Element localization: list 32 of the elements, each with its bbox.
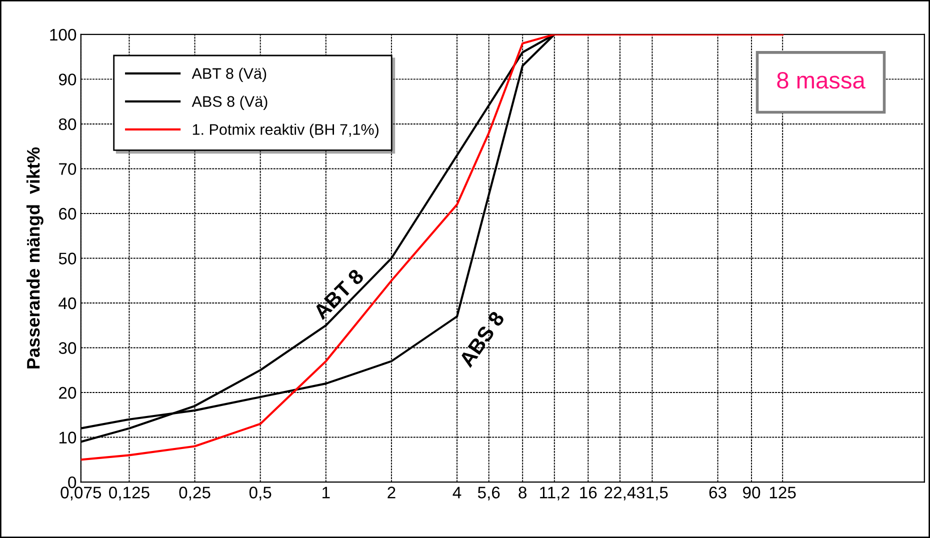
y-axis-title: Passerande mängd vikt% (26, 147, 44, 368)
legend-label: ABT 8 (Vä) (192, 68, 266, 82)
x-tick-label: 1 (322, 486, 330, 498)
x-tick-label: 125 (770, 486, 796, 498)
x-tick-label: 2 (388, 486, 396, 498)
y-tick-label: 80 (58, 118, 76, 130)
y-tick-label: 0 (68, 476, 76, 488)
y-tick-label: 70 (59, 163, 76, 175)
x-tick-label: 90 (743, 486, 760, 498)
x-tick-label: 16 (580, 486, 597, 498)
legend-label: ABS 8 (Vä) (192, 96, 268, 110)
y-tick-label: 30 (58, 342, 76, 354)
y-tick-label: 40 (58, 297, 76, 310)
y-tick-label: 10 (59, 432, 76, 444)
x-tick-label: 11,2 (540, 486, 570, 500)
legend-label: 1. Potmix reaktiv (BH 7,1%) (192, 124, 378, 138)
x-tick-label: 0,075 (60, 486, 102, 500)
x-tick-label: 31,5 (636, 486, 668, 500)
y-tick-label: 60 (59, 208, 76, 220)
x-tick-label: 4 (452, 486, 462, 498)
annotation: 8 massa (777, 72, 866, 89)
y-tick-label: 100 (50, 28, 76, 41)
y-tick-label: 20 (59, 386, 76, 399)
x-tick-label: 63 (709, 486, 726, 498)
x-tick-label: 0,25 (179, 486, 210, 500)
x-tick-label: 5,6 (478, 486, 500, 500)
x-tick-label: 0,5 (249, 486, 272, 500)
y-tick-label: 90 (58, 74, 76, 86)
y-tick-label: 50 (58, 252, 76, 264)
x-tick-label: 22,4 (604, 486, 636, 500)
x-tick-label: 0,125 (109, 486, 150, 500)
x-tick-label: 8 (518, 486, 526, 498)
